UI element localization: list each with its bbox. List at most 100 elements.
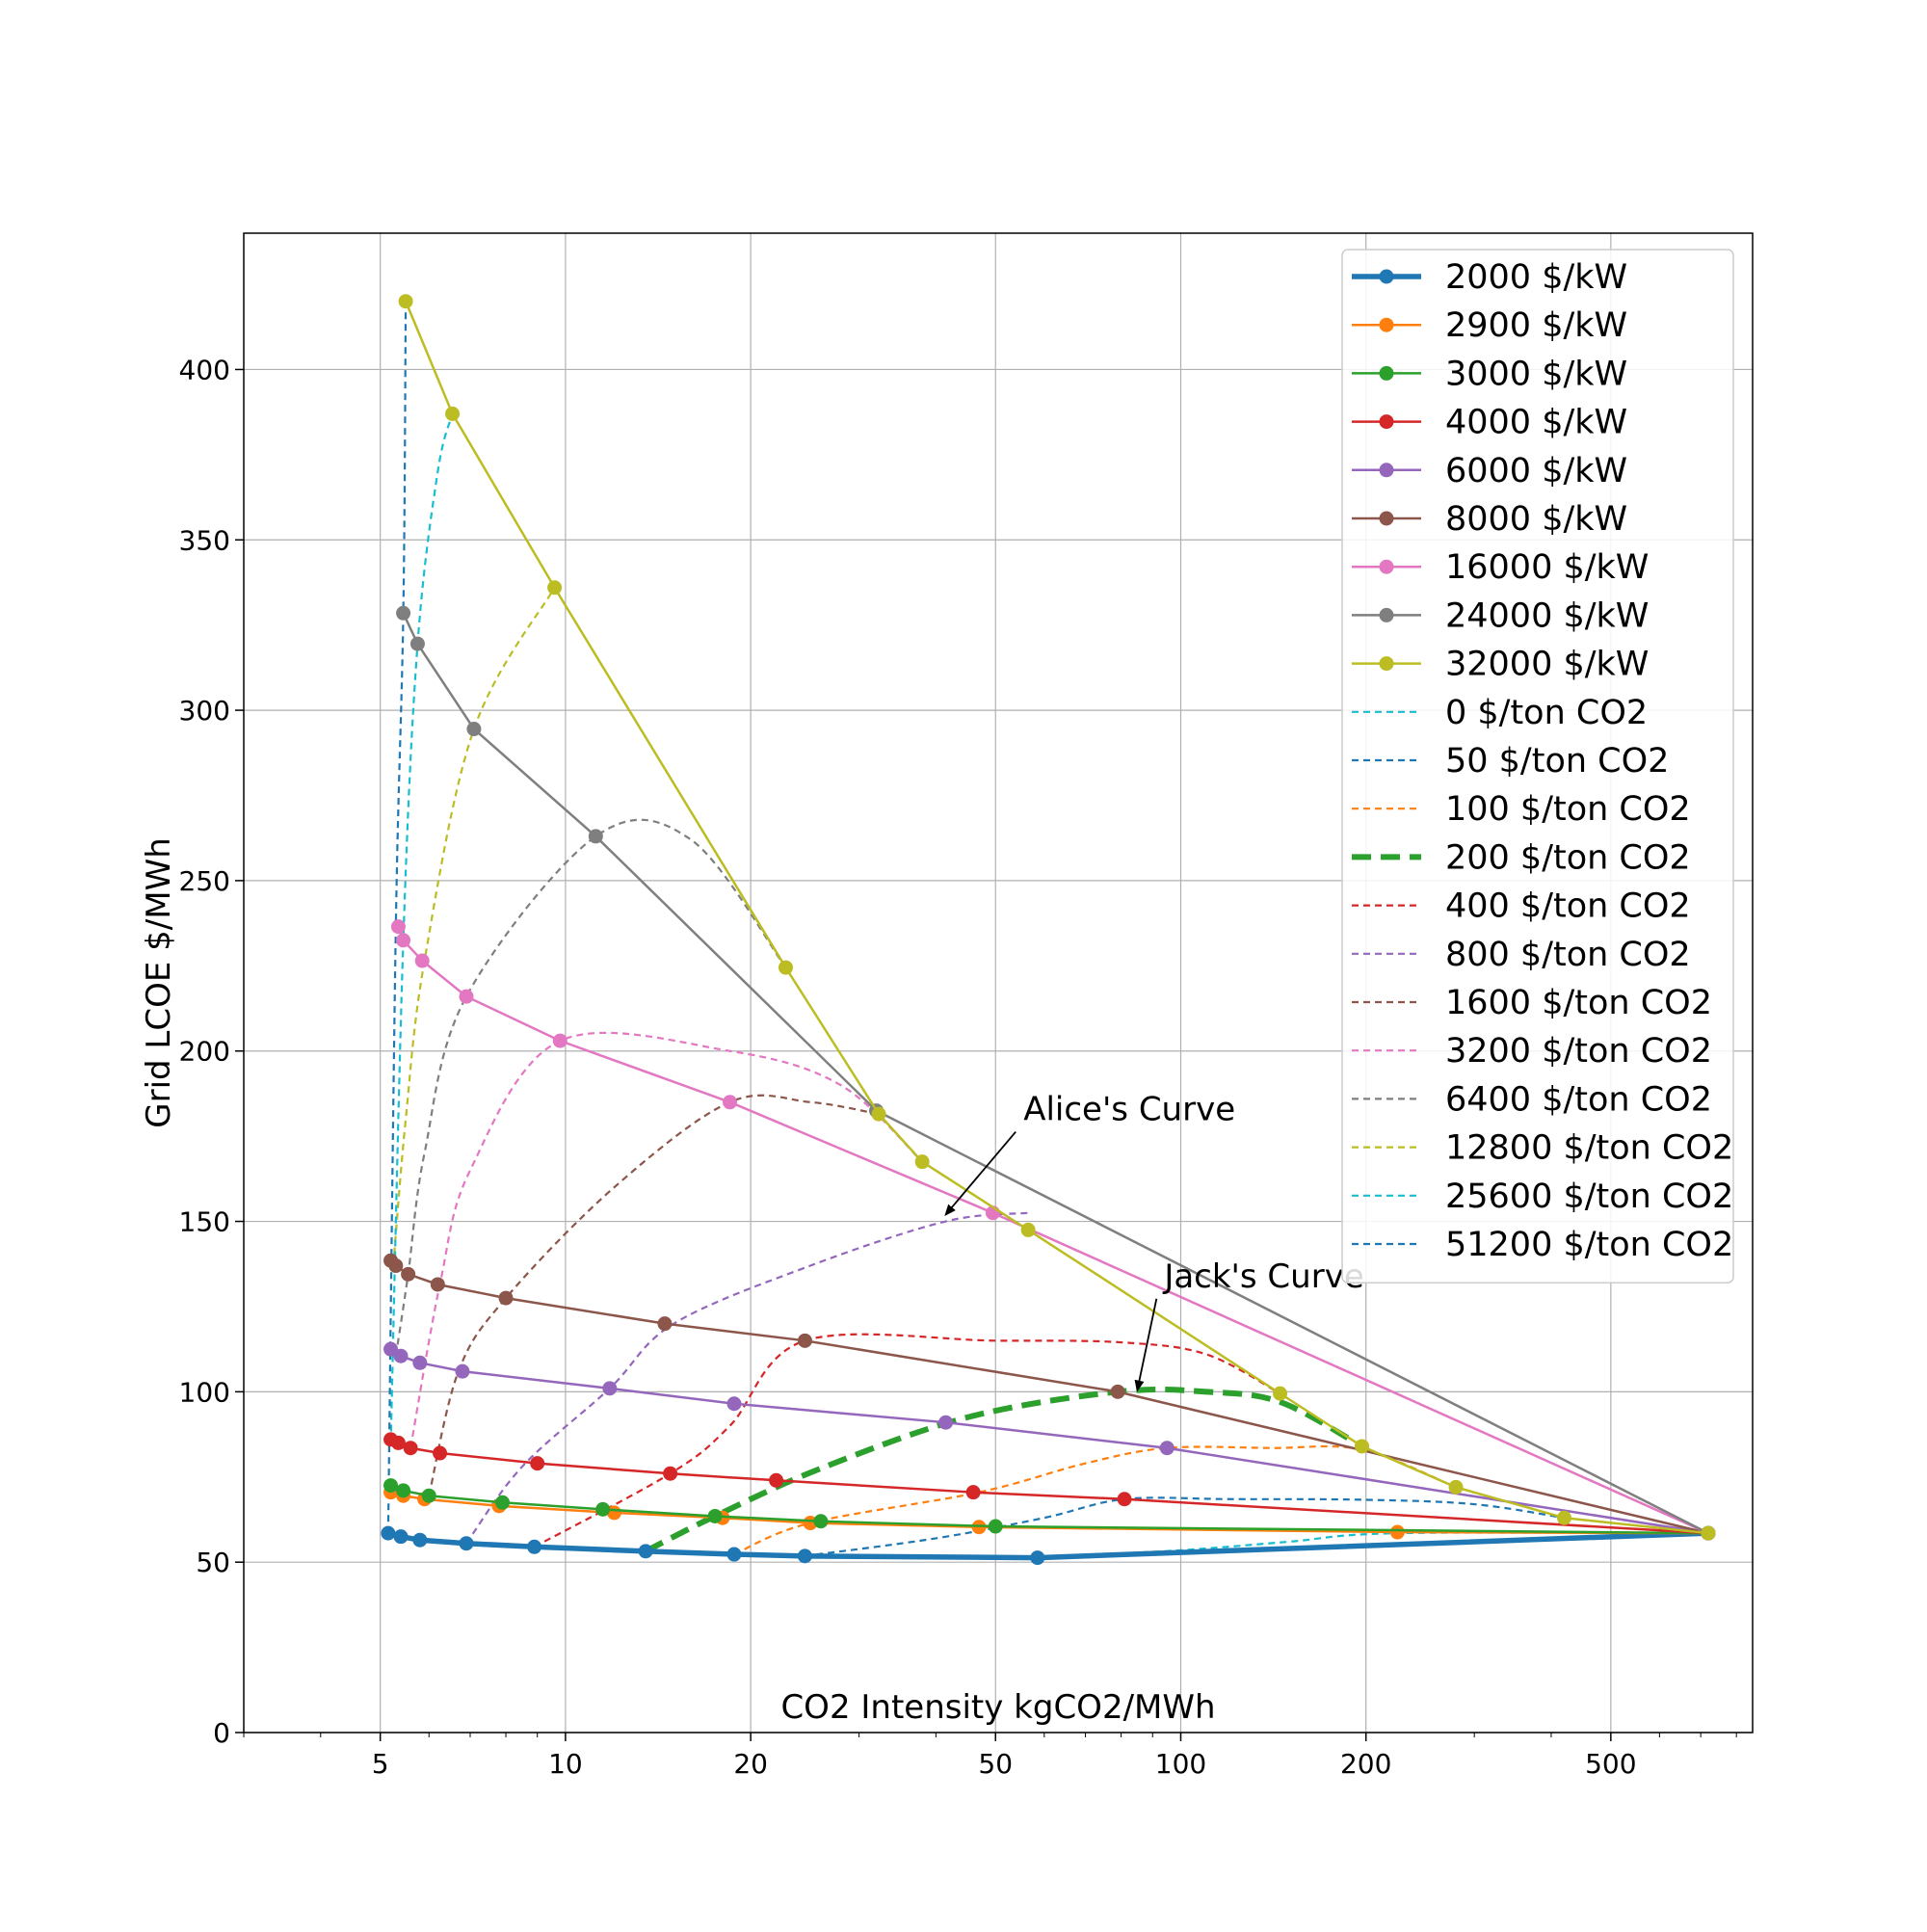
y-tick-label: 150: [179, 1206, 230, 1238]
data-point: [393, 1529, 409, 1545]
legend-label: 32000 $/kW: [1445, 646, 1649, 684]
y-tick-label: 100: [179, 1376, 230, 1408]
y-tick-label: 300: [179, 695, 230, 727]
legend-label: 12800 $/ton CO2: [1445, 1129, 1733, 1168]
data-point: [547, 580, 563, 595]
ticks-layer: 5 10 20 50 100 200 500 0 50 100 150 200 250 300 350 400: [179, 354, 1737, 1780]
series-line: [394, 818, 787, 1357]
data-point: [466, 722, 482, 737]
data-point: [914, 1154, 930, 1170]
data-point: [552, 1033, 568, 1048]
series-25600-ton-co2: [389, 413, 454, 1443]
data-point: [663, 1466, 678, 1481]
x-tick-label: 200: [1340, 1748, 1391, 1780]
data-point: [1020, 1222, 1036, 1237]
legend-marker: [1379, 463, 1394, 478]
x-tick-label: 5: [372, 1748, 389, 1780]
series-12800-ton-co2: [392, 587, 556, 1266]
legend-marker: [1379, 656, 1394, 672]
data-point: [459, 989, 474, 1004]
legend-label: 50 $/ton CO2: [1445, 742, 1669, 781]
data-point: [414, 953, 430, 968]
legend-label: 4000 $/kW: [1445, 404, 1627, 442]
legend-item: 0 $/ton CO2: [1352, 694, 1648, 732]
series-line: [387, 1530, 1709, 1561]
x-tick-label: 10: [548, 1748, 583, 1780]
legend-marker: [1379, 607, 1394, 622]
legend: 2000 $/kW 2900 $/kW 3000 $/kW 4000 $/kW 6000…: [1341, 249, 1734, 1284]
data-point: [495, 1495, 511, 1510]
annotation-arrow: [944, 1130, 1016, 1217]
series-32000-kw: [398, 294, 1716, 1541]
data-point: [1273, 1386, 1288, 1401]
y-tick-label: 250: [179, 865, 230, 897]
data-point: [433, 1445, 448, 1461]
data-point: [1110, 1384, 1125, 1399]
data-point: [602, 1381, 618, 1396]
data-point: [527, 1539, 542, 1554]
data-point: [588, 829, 603, 844]
series-8000-kw: [383, 1253, 1716, 1541]
legend-label: 800 $/ton CO2: [1445, 936, 1691, 974]
data-point: [388, 1258, 404, 1274]
data-point: [1448, 1479, 1464, 1495]
data-point: [723, 1095, 738, 1110]
legend-item: 6000 $/kW: [1352, 452, 1627, 490]
y-tick-label: 50: [196, 1547, 230, 1578]
data-point: [455, 1363, 470, 1379]
legend-item: 800 $/ton CO2: [1352, 936, 1691, 974]
y-axis-title: Grid LCOE $/MWh: [140, 837, 178, 1127]
legend-label: 24000 $/kW: [1445, 596, 1649, 635]
data-point: [638, 1544, 653, 1559]
data-point: [1117, 1492, 1132, 1507]
data-point: [390, 1435, 406, 1450]
legend-item: 24000 $/kW: [1352, 596, 1649, 635]
data-point: [726, 1396, 742, 1412]
legend-label: 400 $/ton CO2: [1445, 887, 1691, 926]
data-point: [769, 1472, 784, 1488]
data-point: [393, 1348, 409, 1363]
legend-box: [1341, 249, 1734, 1284]
legend-item: 100 $/ton CO2: [1352, 790, 1691, 829]
legend-item: 3000 $/kW: [1352, 355, 1627, 393]
annotation-layer: Alice's Curve Jack's Curve: [944, 1091, 1364, 1392]
data-point: [403, 1441, 418, 1456]
y-tick-label: 200: [179, 1036, 230, 1068]
series-100-ton-co2: [733, 1444, 1457, 1556]
data-point: [1355, 1439, 1370, 1454]
legend-label: 25600 $/ton CO2: [1445, 1178, 1733, 1216]
data-point: [421, 1488, 436, 1503]
data-point: [778, 960, 793, 975]
legend-marker: [1379, 559, 1394, 574]
series-50-ton-co2: [805, 1496, 1565, 1557]
legend-item: 1600 $/ton CO2: [1352, 984, 1712, 1022]
series-6000-kw: [383, 1341, 1716, 1541]
data-point: [726, 1547, 742, 1562]
data-point: [657, 1316, 673, 1332]
data-point: [409, 636, 425, 651]
legend-item: 200 $/ton CO2: [1352, 838, 1691, 877]
legend-item: 3200 $/ton CO2: [1352, 1032, 1712, 1071]
legend-label: 51200 $/ton CO2: [1445, 1226, 1733, 1264]
legend-item: 50 $/ton CO2: [1352, 742, 1669, 781]
data-point: [459, 1536, 474, 1551]
legend-item: 25600 $/ton CO2: [1352, 1178, 1733, 1216]
legend-marker: [1379, 414, 1394, 430]
legend-label: 100 $/ton CO2: [1445, 790, 1691, 829]
legend-item: 2000 $/kW: [1352, 258, 1627, 297]
series-line: [733, 1444, 1457, 1556]
data-point: [813, 1514, 829, 1529]
data-point: [1030, 1550, 1045, 1566]
data-point: [390, 919, 406, 935]
series-line: [409, 1031, 923, 1448]
data-point: [595, 1501, 611, 1517]
data-point: [383, 1478, 399, 1494]
annotation-label: Alice's Curve: [1023, 1091, 1235, 1129]
legend-item: 6400 $/ton CO2: [1352, 1080, 1712, 1119]
legend-item: 51200 $/ton CO2: [1352, 1226, 1733, 1264]
data-point: [445, 406, 461, 421]
series-line: [805, 1496, 1565, 1557]
series-3200-ton-co2: [409, 1031, 923, 1448]
legend-label: 3200 $/ton CO2: [1445, 1032, 1712, 1071]
